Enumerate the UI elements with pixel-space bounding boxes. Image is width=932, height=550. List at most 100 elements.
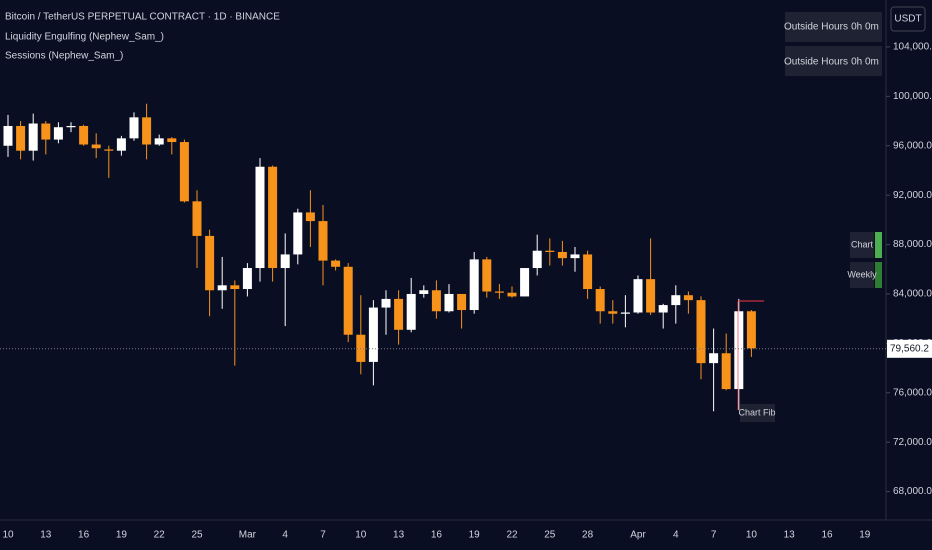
candle-body <box>746 311 756 349</box>
x-tick-label: 7 <box>711 530 717 541</box>
candle-body <box>91 144 101 149</box>
y-tick-label: 92,000.0 <box>893 190 932 201</box>
candle-body <box>205 235 215 291</box>
candle-body <box>368 307 378 362</box>
currency[interactable]: USDT <box>894 14 921 25</box>
x-tick-label: 4 <box>673 530 679 541</box>
candle-body <box>305 212 315 222</box>
candle-body <box>406 293 416 330</box>
y-tick-label: 68,000.0 <box>893 486 932 497</box>
side-label: Chart <box>851 239 874 249</box>
table-text: 0h 0m <box>851 22 879 33</box>
y-tick-label: 72,000.0 <box>893 437 932 448</box>
table-cell <box>785 46 848 76</box>
x-tick-label: 10 <box>746 530 758 541</box>
candle-body <box>457 293 467 311</box>
x-tick-label: 10 <box>2 530 14 541</box>
candle-body <box>129 117 139 139</box>
candle-body <box>16 125 26 151</box>
x-tick-label: 13 <box>393 530 405 541</box>
candle-body <box>545 250 555 252</box>
candle-body <box>394 298 404 330</box>
x-tick-label: 16 <box>821 530 833 541</box>
candle-body <box>419 290 429 294</box>
candle-body <box>709 353 719 364</box>
candle-body <box>494 291 504 293</box>
candle-body <box>583 254 593 290</box>
candle-body <box>154 138 164 145</box>
x-tick-label: 19 <box>859 530 871 541</box>
y-tick-label: 88,000.0 <box>893 239 932 250</box>
candle-body <box>3 125 13 146</box>
indicator: Liquidity Engulfing (Nephew_Sam_) <box>5 32 164 43</box>
table-cell <box>785 12 848 42</box>
table-text: Outside Hours <box>784 22 848 33</box>
table-text: 0h 0m <box>851 57 879 68</box>
candle-body <box>734 311 744 390</box>
candle-body <box>280 254 290 269</box>
candle-body <box>53 127 63 140</box>
side-label-bar <box>875 232 882 258</box>
table-cell <box>848 12 882 42</box>
y-tick-label: 96,000.0 <box>893 140 932 151</box>
candle-body <box>507 292 517 297</box>
x-tick-label: 28 <box>582 530 594 541</box>
candle-body <box>520 268 530 297</box>
candle-body <box>683 295 693 301</box>
candle-body <box>482 259 492 292</box>
candle-body <box>230 285 240 290</box>
candle-body <box>79 125 89 145</box>
table-cell <box>848 46 882 76</box>
y-tick-label: 84,000.0 <box>893 289 932 300</box>
candle-body <box>179 142 189 202</box>
candle-body <box>41 123 51 140</box>
x-tick-label: 16 <box>431 530 443 541</box>
indicator: Sessions (Nephew_Sam_) <box>5 51 123 62</box>
candle-body <box>381 298 391 308</box>
x-tick-label: 22 <box>154 530 166 541</box>
candle-body <box>608 311 618 314</box>
table-text: Outside Hours <box>784 57 848 68</box>
y-tick-label: 100,000.0 <box>893 91 932 102</box>
candle-body <box>255 166 265 269</box>
candle-body <box>696 300 706 364</box>
candle-body <box>217 285 227 291</box>
candle-body <box>444 293 454 312</box>
side-label-box <box>850 232 874 258</box>
x-tick-label: 19 <box>116 530 128 541</box>
chart-title: Bitcoin / TetherUS PERPETUAL CONTRACT · … <box>5 12 280 23</box>
x-tick-label: 7 <box>320 530 326 541</box>
candle-body <box>721 353 731 390</box>
candle-body <box>620 312 630 314</box>
side-label-box <box>850 262 874 288</box>
annotation: Chart Fib <box>738 407 775 417</box>
last-price-box <box>887 339 932 358</box>
x-tick-label: 10 <box>355 530 367 541</box>
x-tick-label: 19 <box>469 530 481 541</box>
candle-body <box>671 295 681 306</box>
candle-body <box>167 138 177 143</box>
candle-body <box>142 117 152 145</box>
annotation-box <box>740 404 775 422</box>
candle-body <box>532 250 542 269</box>
x-tick-label: 16 <box>78 530 90 541</box>
candle-body <box>293 212 303 255</box>
x-tick-label: 4 <box>282 530 288 541</box>
candle-body <box>646 279 656 313</box>
candle-body <box>431 290 441 312</box>
x-tick-label: Mar <box>239 530 257 541</box>
candle-body <box>633 279 643 313</box>
candle-body <box>242 268 252 290</box>
currency-button[interactable] <box>890 6 926 32</box>
candle-body <box>28 123 38 151</box>
candle-body <box>66 125 76 128</box>
candle-body <box>116 138 126 151</box>
candle-body <box>192 201 202 236</box>
side-label-bar <box>875 262 882 288</box>
candle-body <box>469 259 479 311</box>
x-tick-label: 13 <box>784 530 796 541</box>
x-tick-label: 25 <box>544 530 556 541</box>
